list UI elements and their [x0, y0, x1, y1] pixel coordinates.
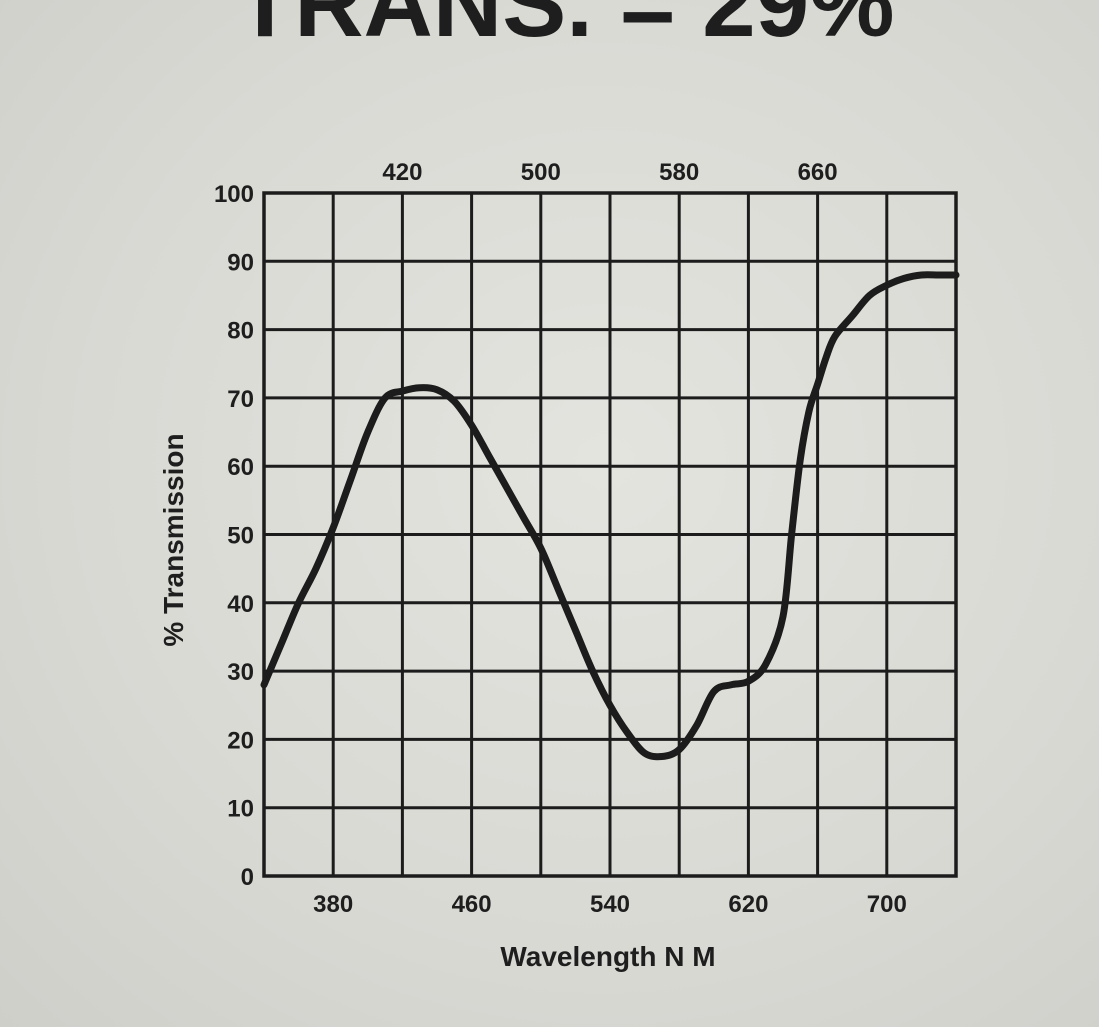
- y-tick-label: 10: [227, 796, 254, 823]
- x-tick-label-top: 660: [798, 159, 838, 186]
- y-tick-label: 20: [227, 727, 254, 754]
- y-tick-label: 40: [227, 591, 254, 618]
- y-axis-title: % Transmission: [158, 433, 189, 646]
- x-tick-label-bottom: 380: [313, 891, 353, 918]
- x-axis-title: Wavelength N M: [500, 941, 715, 972]
- y-tick-label: 90: [227, 249, 254, 276]
- transmission-curve: [260, 271, 960, 761]
- grid-layer: [264, 193, 956, 876]
- y-tick-label: 70: [227, 386, 254, 413]
- x-tick-label-bottom: 700: [867, 891, 907, 918]
- x-tick-label-bottom: 620: [728, 891, 768, 918]
- y-tick-label: 0: [241, 864, 254, 891]
- y-tick-label: 50: [227, 523, 254, 550]
- x-tick-label-top: 420: [382, 159, 422, 186]
- tick-layer: 0 10 20 30 40 50 60 70 80 90 100 380 460 540 620 700 420…: [214, 159, 907, 918]
- x-tick-label-top: 500: [521, 159, 561, 186]
- y-tick-label: 30: [227, 659, 254, 686]
- y-tick-label: 100: [214, 181, 254, 208]
- x-tick-label-bottom: 460: [452, 891, 492, 918]
- heading-text: TRANS. = 29%: [236, 0, 895, 57]
- y-tick-label: 80: [227, 318, 254, 345]
- x-tick-label-top: 580: [659, 159, 699, 186]
- x-tick-label-bottom: 540: [590, 891, 630, 918]
- y-tick-label: 60: [227, 454, 254, 481]
